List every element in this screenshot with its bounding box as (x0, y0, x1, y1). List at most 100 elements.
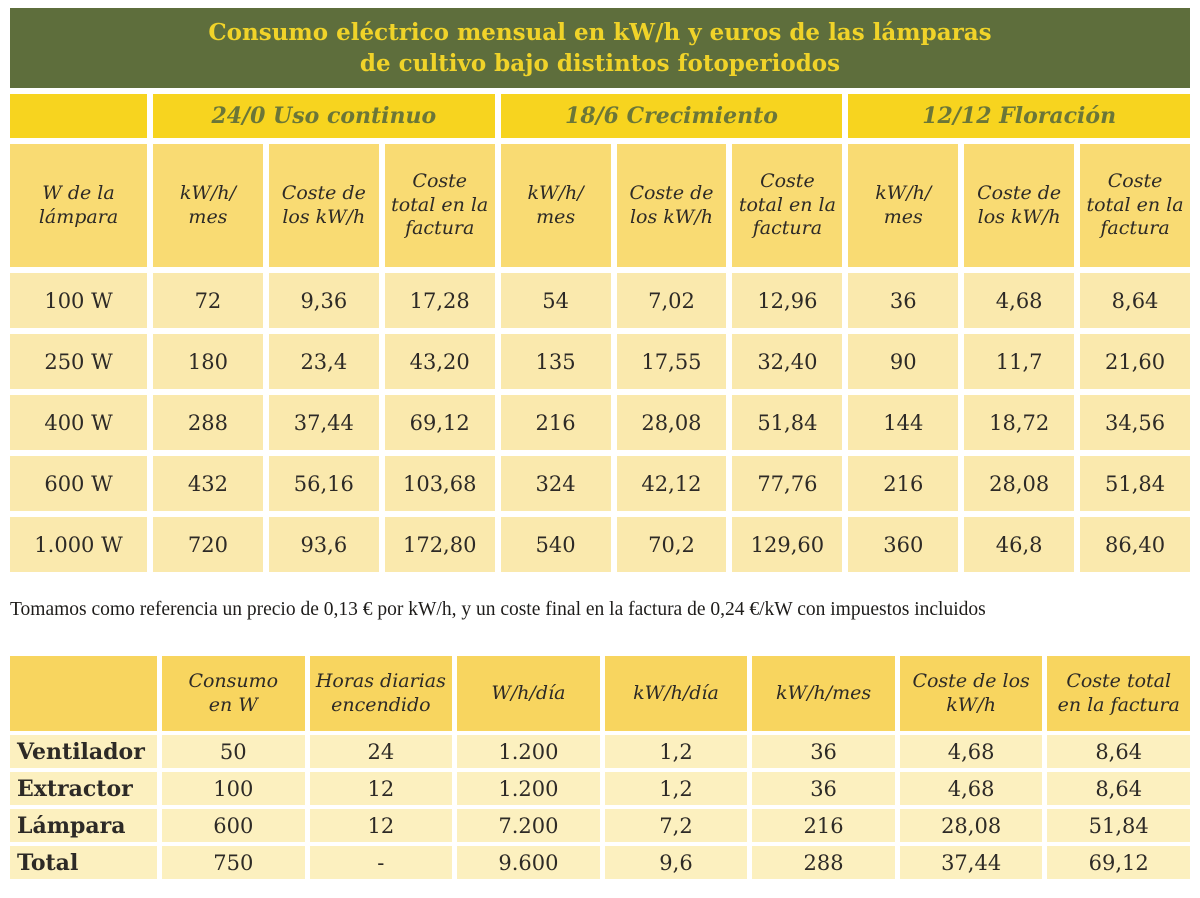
t2-row-label: Total (10, 846, 157, 879)
t2-data-cell: 36 (752, 735, 895, 768)
table-title-band: Consumo eléctrico mensual en kW/h y euro… (10, 8, 1190, 88)
t1-col-header: Coste total en la factura (384, 144, 495, 267)
t2-data-cell: 1.200 (457, 735, 600, 768)
t1-data-cell: 11,7 (964, 334, 1075, 389)
t2-data-cell: 69,12 (1047, 846, 1190, 879)
t2-data-cell: 8,64 (1047, 772, 1190, 805)
t1-data-cell: 216 (848, 456, 959, 511)
t1-row-label: 100 W (10, 273, 147, 328)
t1-group-header-continuo: 24/0 Uso continuo (153, 94, 495, 138)
t1-data-cell: 9,36 (268, 273, 379, 328)
t1-data-cell: 21,60 (1080, 334, 1190, 389)
t1-data-cell: 56,16 (268, 456, 379, 511)
t1-data-cell: 180 (153, 334, 263, 389)
t1-data-cell: 72 (153, 273, 263, 328)
t2-data-cell: 12 (309, 809, 453, 842)
t2-data-cell: 7,2 (604, 809, 748, 842)
t2-data-cell: 4,68 (899, 735, 1043, 768)
t2-col-header: Coste total en la factura (1047, 656, 1190, 731)
t2-col-header: kW/h/día (604, 656, 748, 731)
t2-data-cell: 37,44 (899, 846, 1043, 879)
t2-corner-cell (10, 656, 157, 731)
t2-data-cell: 24 (309, 735, 453, 768)
t1-row-label: 600 W (10, 456, 147, 511)
t2-data-cell: 288 (752, 846, 895, 879)
t1-data-cell: 288 (153, 395, 263, 450)
t1-data-cell: 720 (153, 517, 263, 572)
t1-data-cell: 360 (848, 517, 959, 572)
t2-data-cell: 600 (162, 809, 305, 842)
t1-data-cell: 36 (848, 273, 959, 328)
t1-data-cell: 32,40 (732, 334, 843, 389)
t1-data-cell: 324 (500, 456, 611, 511)
t2-data-cell: 1,2 (604, 772, 748, 805)
t2-data-cell: 50 (162, 735, 305, 768)
t1-data-cell: 54 (500, 273, 611, 328)
t1-data-cell: 34,56 (1080, 395, 1190, 450)
t1-col-header: Coste total en la factura (732, 144, 843, 267)
t1-data-cell: 129,60 (732, 517, 843, 572)
t1-data-cell: 7,02 (616, 273, 727, 328)
t1-corner-cell (10, 94, 147, 138)
t1-data-cell: 12,96 (732, 273, 843, 328)
t1-col-header: Coste de los kW/h (964, 144, 1075, 267)
t2-row-label: Ventilador (10, 735, 157, 768)
t2-col-header: Horas diarias encendido (309, 656, 453, 731)
t2-data-cell: 9.600 (457, 846, 600, 879)
table-title: Consumo eléctrico mensual en kW/h y euro… (208, 18, 992, 77)
t1-data-cell: 42,12 (616, 456, 727, 511)
t1-data-cell: 28,08 (616, 395, 727, 450)
t2-data-cell: 4,68 (899, 772, 1043, 805)
t2-row-label: Lámpara (10, 809, 157, 842)
t1-col-header: Coste total en la factura (1080, 144, 1190, 267)
t1-row-label: 1.000 W (10, 517, 147, 572)
t1-data-cell: 90 (848, 334, 959, 389)
t1-data-cell: 144 (848, 395, 959, 450)
t1-col-header: kW/h/ mes (500, 144, 611, 267)
t1-group-header-crecimiento: 18/6 Crecimiento (500, 94, 843, 138)
t2-data-cell: 9,6 (604, 846, 748, 879)
t2-data-cell: 750 (162, 846, 305, 879)
t2-data-cell: 100 (162, 772, 305, 805)
main-table: 24/0 Uso continuo 18/6 Crecimiento 12/12… (10, 94, 1190, 572)
t1-data-cell: 4,68 (964, 273, 1075, 328)
t1-data-cell: 103,68 (384, 456, 495, 511)
t1-data-cell: 17,28 (384, 273, 495, 328)
t1-group-header-floracion: 12/12 Floración (848, 94, 1190, 138)
t1-data-cell: 70,2 (616, 517, 727, 572)
t2-row-label: Extractor (10, 772, 157, 805)
t1-row-header: W de la lámpara (10, 144, 147, 267)
t2-data-cell: 36 (752, 772, 895, 805)
t1-data-cell: 18,72 (964, 395, 1075, 450)
t1-data-cell: 51,84 (1080, 456, 1190, 511)
t1-data-cell: 93,6 (268, 517, 379, 572)
t1-data-cell: 69,12 (384, 395, 495, 450)
t2-data-cell: 7.200 (457, 809, 600, 842)
t1-data-cell: 8,64 (1080, 273, 1190, 328)
t1-col-header: kW/h/ mes (848, 144, 959, 267)
t1-data-cell: 216 (500, 395, 611, 450)
t1-data-cell: 540 (500, 517, 611, 572)
t1-row-label: 250 W (10, 334, 147, 389)
t2-col-header: kW/h/mes (752, 656, 895, 731)
t2-data-cell: - (309, 846, 453, 879)
t2-data-cell: 216 (752, 809, 895, 842)
equipment-table: Consumo en W Horas diarias encendido W/h… (10, 656, 1190, 879)
t1-data-cell: 17,55 (616, 334, 727, 389)
t1-row-label: 400 W (10, 395, 147, 450)
t2-col-header: Coste de los kW/h (899, 656, 1043, 731)
t2-col-header: W/h/día (457, 656, 600, 731)
t1-data-cell: 172,80 (384, 517, 495, 572)
t2-col-header: Consumo en W (162, 656, 305, 731)
t2-data-cell: 1.200 (457, 772, 600, 805)
t1-col-header: Coste de los kW/h (268, 144, 379, 267)
t1-data-cell: 46,8 (964, 517, 1075, 572)
t2-data-cell: 51,84 (1047, 809, 1190, 842)
t1-data-cell: 86,40 (1080, 517, 1190, 572)
t1-col-header: kW/h/ mes (153, 144, 263, 267)
t1-data-cell: 28,08 (964, 456, 1075, 511)
t1-data-cell: 135 (500, 334, 611, 389)
t1-data-cell: 23,4 (268, 334, 379, 389)
t2-data-cell: 28,08 (899, 809, 1043, 842)
